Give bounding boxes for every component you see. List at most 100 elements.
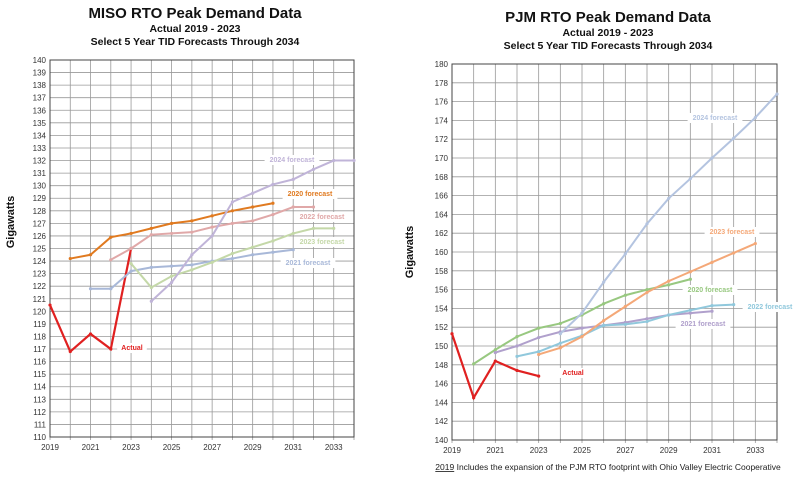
data-point-2023-forecast <box>271 239 275 243</box>
y-tick-label: 150 <box>435 342 449 351</box>
series-label-2022-forecast: 2022 forecast <box>300 214 345 221</box>
data-point-2023-forecast <box>251 245 255 249</box>
y-tick-label: 178 <box>435 79 449 88</box>
y-tick-label: 162 <box>435 229 449 238</box>
data-point-actual <box>515 368 519 373</box>
series-label-2020-forecast: 2020 forecast <box>688 287 733 294</box>
data-point-2022-forecast <box>170 231 174 236</box>
label-bg <box>558 368 588 378</box>
data-point-2020-forecast <box>515 335 519 339</box>
data-point-2023-forecast <box>311 226 316 230</box>
data-point-2024-forecast <box>230 200 234 204</box>
plot-frame <box>49 59 355 438</box>
data-point-2024-forecast <box>251 191 255 195</box>
data-point-2023-forecast <box>667 279 671 283</box>
y-tick-label: 117 <box>33 345 46 354</box>
data-point-2023-forecast <box>645 290 649 295</box>
y-tick-label: 132 <box>33 157 47 166</box>
data-point-2024-forecast <box>753 115 757 120</box>
data-point-2022-forecast <box>291 205 295 209</box>
data-point-2022-forecast <box>732 303 736 307</box>
data-point-2024-forecast <box>688 177 692 181</box>
data-point-2020-forecast <box>88 253 93 257</box>
x-tick-label: 2021 <box>486 446 504 455</box>
x-tick-label: 2031 <box>703 446 721 455</box>
data-point-2023-forecast <box>230 251 234 256</box>
pjm-chart-subtitle-2: Select 5 Year TID Forecasts Through 2034 <box>504 40 713 52</box>
data-point-2023-forecast <box>149 285 153 290</box>
x-tick-label: 2033 <box>325 443 343 452</box>
x-tick-label: 2019 <box>443 446 461 455</box>
data-point-actual <box>109 347 113 351</box>
x-tick-label: 2029 <box>660 446 678 455</box>
data-point-2021-forecast <box>129 269 133 273</box>
pjm-chart-title: PJM RTO Peak Demand Data <box>505 9 711 26</box>
label-bg <box>742 302 798 312</box>
y-tick-label: 168 <box>435 173 449 182</box>
data-point-2021-forecast <box>291 248 295 252</box>
data-point-actual <box>68 349 72 354</box>
data-point-2023-forecast <box>710 260 714 264</box>
y-tick-label: 146 <box>435 380 449 389</box>
data-point-2023-forecast <box>623 304 627 309</box>
y-tick-label: 144 <box>435 398 449 407</box>
data-point-2020-forecast <box>623 293 627 297</box>
x-tick-label: 2023 <box>122 443 140 452</box>
x-tick-label: 2025 <box>163 443 181 452</box>
data-point-2022-forecast <box>251 219 255 223</box>
data-point-actual <box>472 396 476 400</box>
data-point-2021-forecast <box>88 287 93 291</box>
y-tick-label: 124 <box>33 257 47 266</box>
data-point-2020-forecast <box>170 221 174 225</box>
y-tick-label: 164 <box>435 210 449 219</box>
data-point-2020-forecast <box>129 231 133 236</box>
data-point-2024-forecast <box>602 280 606 284</box>
data-point-2023-forecast <box>602 319 606 323</box>
data-point-2023-forecast <box>170 274 174 278</box>
label-bg <box>280 258 336 268</box>
data-point-2024-forecast <box>291 177 295 181</box>
data-point-2023-forecast <box>688 270 692 274</box>
data-point-2023-forecast <box>210 260 214 264</box>
data-point-2024-forecast <box>332 158 336 163</box>
data-point-2020-forecast <box>109 235 113 239</box>
y-tick-label: 113 <box>33 395 46 404</box>
data-point-actual <box>48 303 52 307</box>
data-point-actual <box>493 359 497 363</box>
data-point-2024-forecast <box>732 136 736 140</box>
data-point-2022-forecast <box>667 313 671 317</box>
y-tick-label: 121 <box>33 295 47 304</box>
data-point-2023-forecast <box>537 352 541 357</box>
y-tick-label: 125 <box>33 245 47 254</box>
data-point-2020-forecast <box>190 219 194 223</box>
data-point-2024-forecast <box>558 332 562 336</box>
series-label-2023-forecast: 2023 forecast <box>300 239 345 246</box>
data-point-actual <box>537 374 541 378</box>
y-tick-label: 180 <box>435 60 449 69</box>
y-tick-label: 129 <box>33 194 47 203</box>
y-tick-label: 131 <box>33 169 47 178</box>
x-tick-label: 2033 <box>746 446 764 455</box>
data-point-2022-forecast <box>230 221 234 225</box>
footnote-year: 2019 <box>435 462 454 472</box>
data-point-2022-forecast <box>602 323 606 327</box>
data-point-2024-forecast <box>623 252 627 256</box>
y-tick-label: 154 <box>435 304 449 313</box>
series-label-2020-forecast: 2020 forecast <box>288 191 333 198</box>
data-point-2020-forecast <box>667 283 671 287</box>
data-point-2024-forecast <box>667 196 671 201</box>
data-point-2021-forecast <box>710 309 714 313</box>
label-bg <box>294 237 350 247</box>
y-tick-label: 115 <box>33 370 46 379</box>
data-point-2022-forecast <box>311 205 316 209</box>
y-tick-label: 148 <box>435 361 449 370</box>
data-point-2022-forecast <box>149 233 153 237</box>
y-tick-label: 174 <box>435 116 449 125</box>
y-tick-label: 130 <box>33 182 47 191</box>
data-point-2020-forecast <box>68 256 72 261</box>
series-label-2022-forecast: 2022 forecast <box>748 304 793 311</box>
data-point-2021-forecast <box>251 253 255 257</box>
y-tick-label: 112 <box>33 408 46 417</box>
data-point-2020-forecast <box>472 362 476 366</box>
